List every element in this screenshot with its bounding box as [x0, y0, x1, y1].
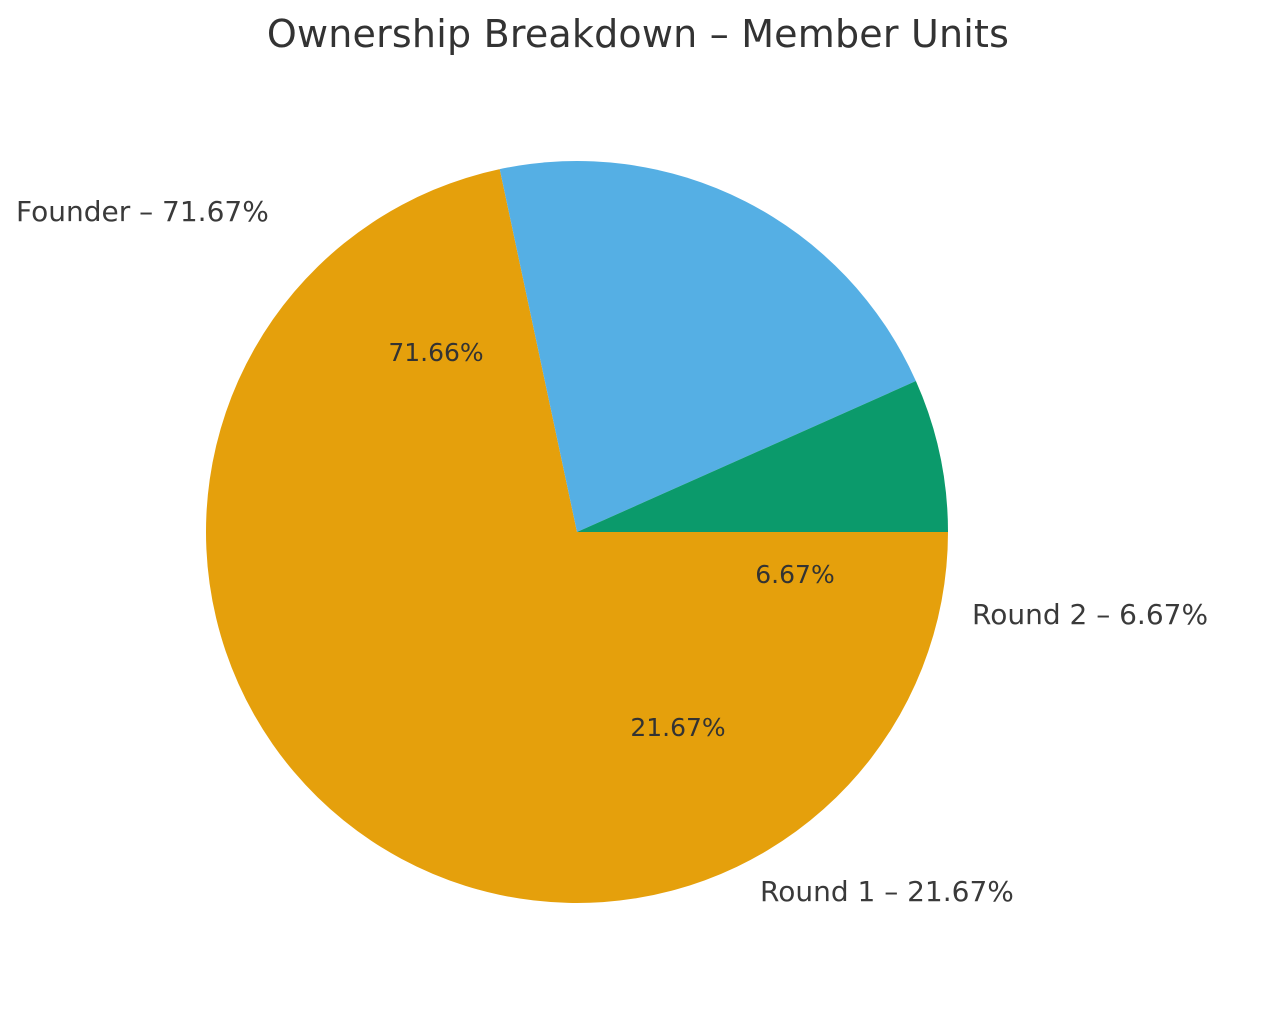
wedge-percent-label-founder: 71.66% [388, 338, 483, 367]
slice-label-founder: Founder – 71.67% [16, 195, 269, 228]
pie-slice-round-1[interactable] [499, 161, 916, 532]
slice-label-round-2: Round 2 – 6.67% [972, 598, 1208, 631]
wedge-percent-labels-group: 71.66% 21.67% 6.67% [388, 338, 834, 742]
wedge-percent-label-round-1: 21.67% [630, 713, 725, 742]
slice-name-labels-group: Founder – 71.67% Round 1 – 21.67% Round 2 … [16, 195, 1208, 908]
pie-slice-founder[interactable] [205, 169, 948, 903]
pie-slices-group [205, 161, 948, 903]
chart-title: Ownership Breakdown – Member Units [266, 12, 1010, 56]
wedge-percent-label-round-2: 6.67% [755, 560, 834, 589]
slice-label-round-1: Round 1 – 21.67% [760, 875, 1014, 908]
pie-slice-round-2[interactable] [577, 381, 948, 532]
